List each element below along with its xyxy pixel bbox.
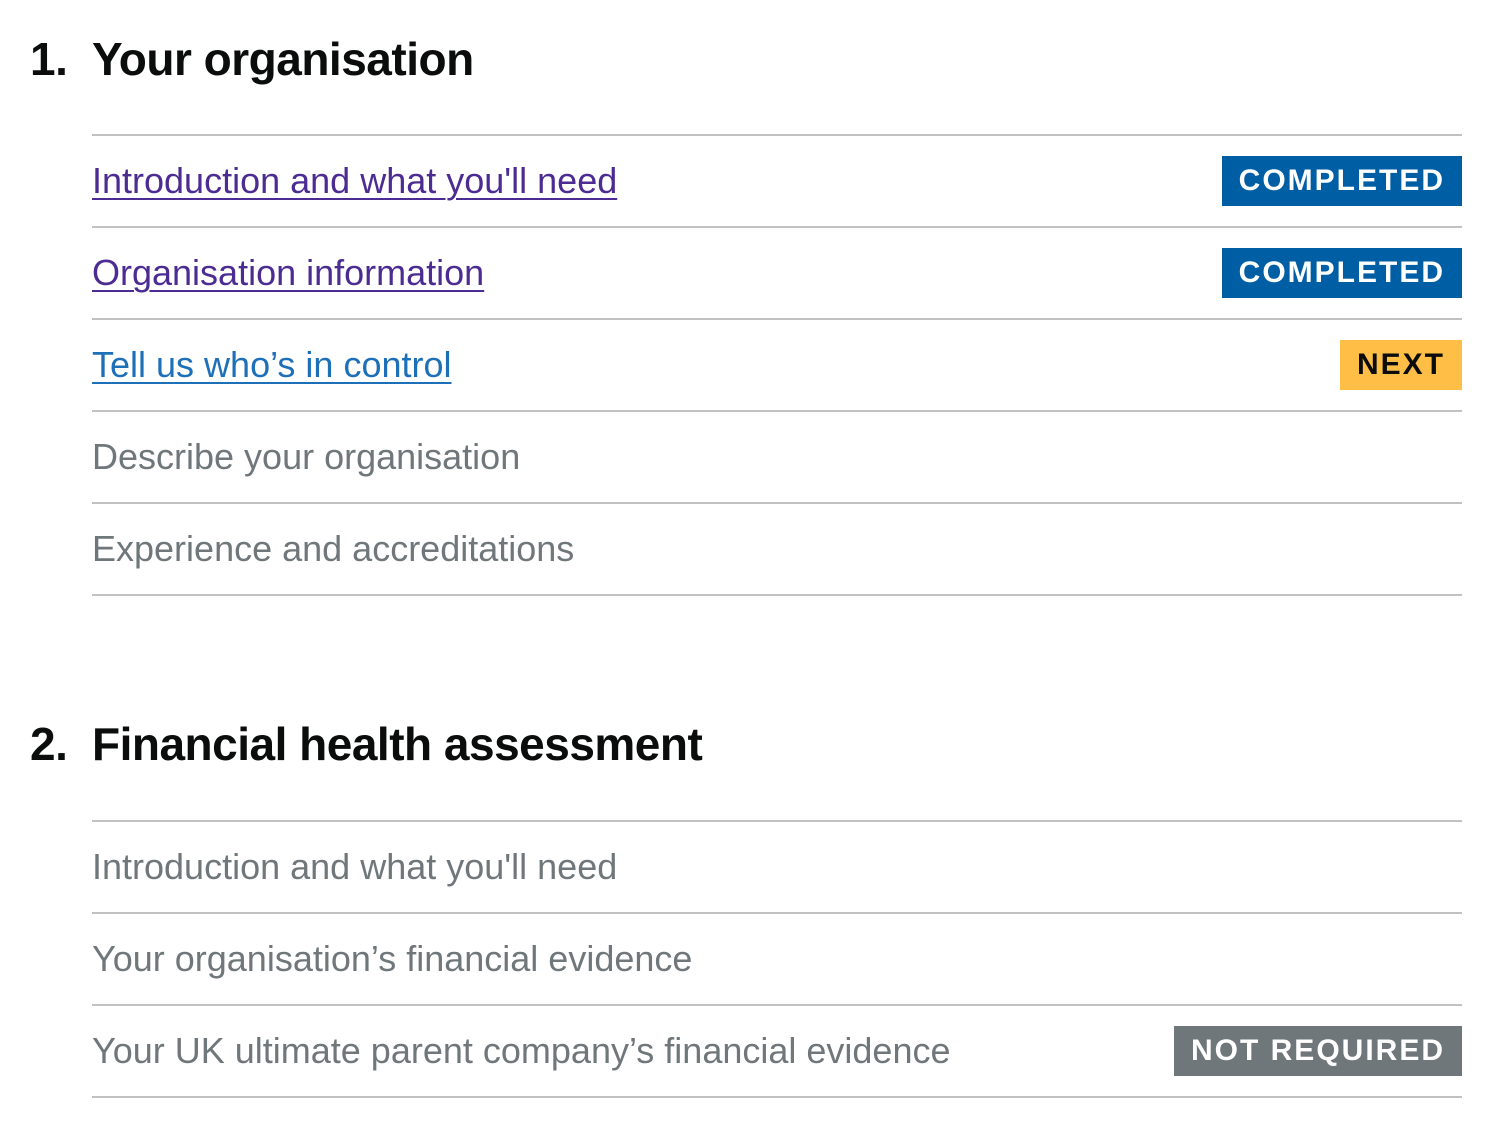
task-row: Organisation information COMPLETED bbox=[92, 228, 1462, 320]
status-badge-next: NEXT bbox=[1339, 340, 1462, 390]
section-number: 1. bbox=[30, 33, 68, 85]
status-badge-not-required: NOT REQUIRED bbox=[1173, 1026, 1462, 1076]
task-row: Introduction and what you'll need COMPLE… bbox=[92, 136, 1462, 228]
section-heading: 2. Financial health assessment bbox=[30, 717, 703, 771]
task-list: Introduction and what you'll need COMPLE… bbox=[92, 134, 1462, 596]
status-badge-completed: COMPLETED bbox=[1221, 248, 1462, 298]
task-link-organisation-information[interactable]: Organisation information bbox=[92, 252, 485, 293]
section-number: 2. bbox=[30, 718, 68, 770]
task-row: Tell us who’s in control NEXT bbox=[92, 320, 1462, 412]
task-link-introduction[interactable]: Introduction and what you'll need bbox=[92, 160, 618, 201]
task-row: Experience and accreditations bbox=[92, 504, 1462, 596]
task-list: Introduction and what you'll need Your o… bbox=[92, 820, 1462, 1098]
section-title: Financial health assessment bbox=[92, 718, 703, 770]
task-label-describe-organisation: Describe your organisation bbox=[92, 436, 521, 477]
task-row: Introduction and what you'll need bbox=[92, 822, 1462, 914]
task-label-experience: Experience and accreditations bbox=[92, 528, 575, 569]
task-label-financial-evidence: Your organisation’s financial evidence bbox=[92, 938, 693, 979]
section-title: Your organisation bbox=[92, 33, 474, 85]
task-row: Describe your organisation bbox=[92, 412, 1462, 504]
task-label-introduction: Introduction and what you'll need bbox=[92, 846, 618, 887]
section-heading: 1. Your organisation bbox=[30, 32, 474, 86]
status-badge-completed: COMPLETED bbox=[1221, 156, 1462, 206]
task-row: Your organisation’s financial evidence bbox=[92, 914, 1462, 1006]
task-link-who-in-control[interactable]: Tell us who’s in control bbox=[92, 344, 452, 385]
task-label-parent-financial-evidence: Your UK ultimate parent company’s financ… bbox=[92, 1030, 951, 1071]
task-row: Your UK ultimate parent company’s financ… bbox=[92, 1006, 1462, 1098]
